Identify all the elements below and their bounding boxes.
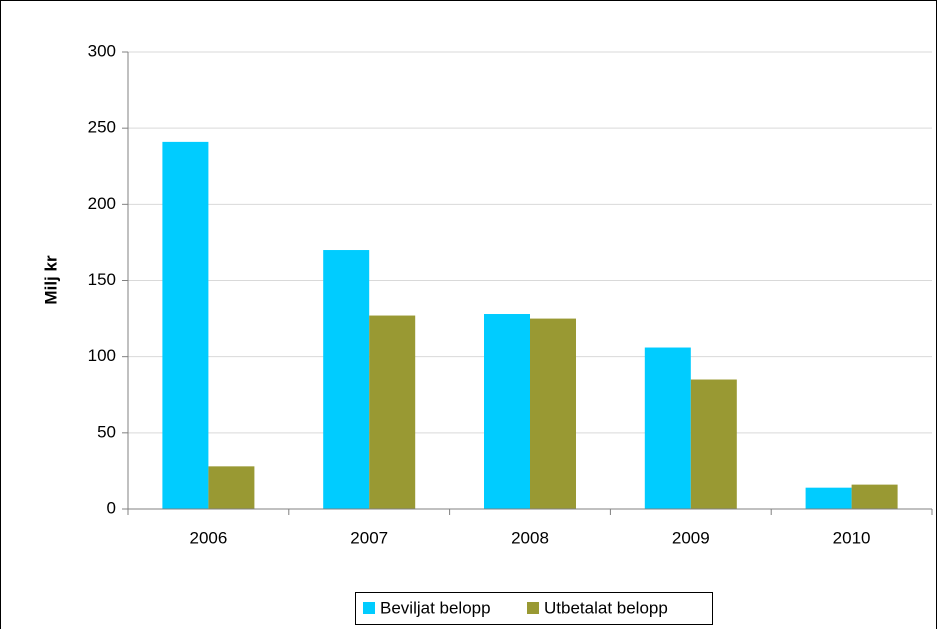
y-tick-label: 150 (88, 270, 116, 289)
y-tick-label: 200 (88, 194, 116, 213)
bar (851, 484, 898, 509)
legend-label: Utbetalat belopp (544, 598, 668, 617)
bar (690, 379, 737, 509)
bar (644, 347, 691, 509)
x-tick-label: 2007 (350, 528, 388, 547)
y-tick-label: 0 (107, 498, 116, 517)
bar (369, 315, 416, 509)
bar (162, 141, 209, 510)
bar (484, 314, 530, 509)
legend-label: Beviljat belopp (380, 598, 491, 617)
y-tick-label: 300 (88, 41, 116, 60)
y-tick-label: 50 (97, 422, 116, 441)
bar (323, 250, 370, 510)
y-tick-label: 100 (88, 346, 116, 365)
y-tick-label: 250 (88, 118, 116, 137)
x-tick-label: 2006 (189, 528, 227, 547)
x-tick-label: 2009 (672, 528, 710, 547)
legend-swatch (527, 602, 539, 614)
bar (208, 466, 255, 509)
bar (805, 487, 852, 509)
bar (530, 318, 576, 509)
x-tick-label: 2010 (833, 528, 871, 547)
x-tick-label: 2008 (511, 528, 549, 547)
y-axis-label: Milj kr (41, 255, 60, 305)
legend-swatch (363, 602, 375, 614)
